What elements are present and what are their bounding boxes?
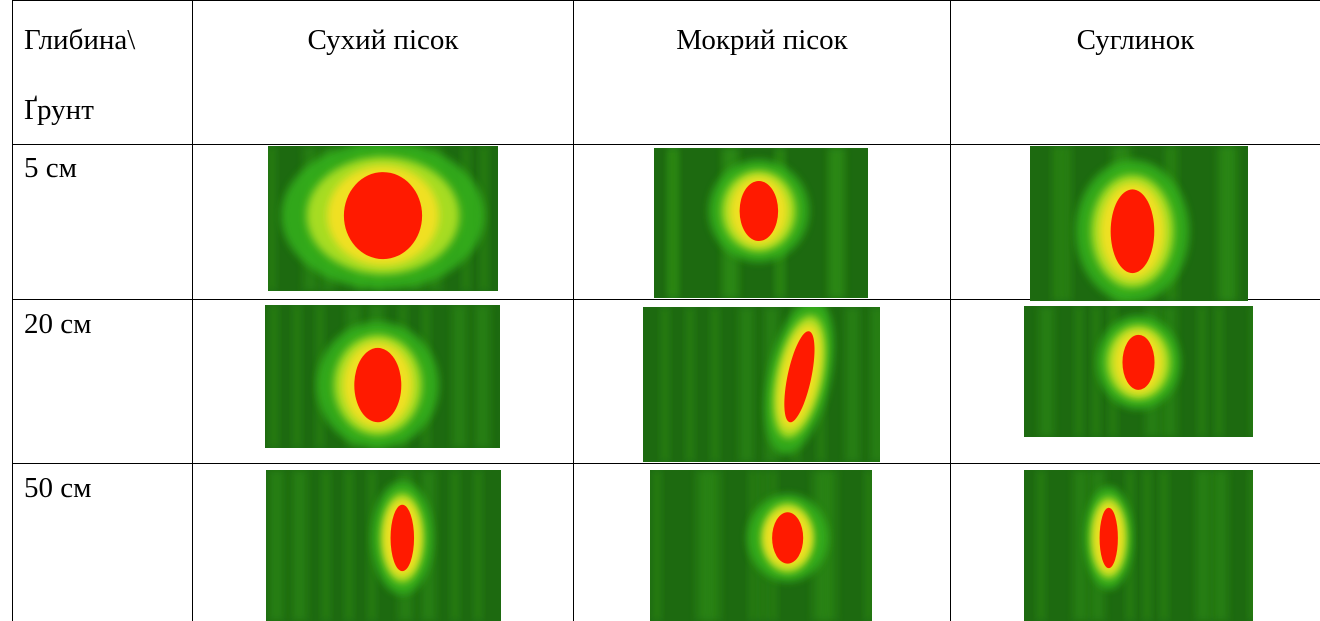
heatmap-shape — [739, 307, 754, 462]
heatmap-shape — [1160, 470, 1168, 621]
heatmap-shape — [322, 470, 330, 621]
heatmap-shape — [451, 470, 459, 621]
heatmap-shape — [368, 470, 376, 621]
heatmap-shape — [343, 172, 423, 260]
heatmap-shape — [1037, 470, 1045, 621]
heatmap-shape — [696, 470, 711, 621]
row-header: 50 см — [24, 472, 92, 504]
heatmap-shape — [1213, 470, 1228, 621]
heatmap-shape — [708, 160, 809, 262]
heatmap-shape — [1073, 470, 1088, 621]
heatmap-image — [1030, 146, 1248, 301]
heatmap-shape — [1110, 189, 1155, 274]
heatmap-shape — [661, 307, 669, 462]
heatmap-shape — [765, 307, 834, 455]
heatmap-image — [265, 305, 500, 448]
column-header: Суглинок — [1076, 24, 1195, 56]
heatmap-shape — [269, 470, 284, 621]
heatmap-image — [650, 470, 872, 621]
heatmap-shape — [475, 305, 490, 448]
heatmap-shape — [1215, 306, 1223, 437]
corner-header-line: Ґрунт — [24, 94, 94, 126]
heatmap-shape — [739, 181, 779, 241]
heatmap-image — [654, 148, 868, 298]
heatmap-shape — [371, 481, 433, 595]
heatmap-shape — [293, 305, 301, 448]
heatmap-shape — [1099, 507, 1118, 569]
heatmap-shape — [474, 470, 482, 621]
heatmap-shape — [865, 470, 872, 621]
table-border — [12, 0, 13, 621]
table-border — [950, 0, 951, 621]
heatmap-shape — [268, 146, 276, 291]
heatmap-shape — [1092, 306, 1100, 437]
heatmap-image — [268, 146, 498, 291]
heatmap-shape — [1122, 334, 1155, 390]
heatmap-shape — [784, 331, 815, 423]
heatmap-shape — [292, 470, 307, 621]
heatmap-shape — [1075, 160, 1190, 301]
heatmap-shape — [316, 321, 439, 448]
heatmap-shape — [354, 347, 402, 423]
heatmap-image — [1024, 470, 1253, 621]
column-header: Мокрий пісок — [676, 24, 848, 56]
table-border — [12, 0, 1320, 1]
heatmap-image — [643, 307, 880, 462]
heatmap-shape — [667, 148, 675, 298]
corner-header-line: Глибина\ — [24, 24, 136, 56]
column-header: Сухий пісок — [307, 24, 459, 56]
heatmap-shape — [1196, 470, 1211, 621]
heatmap-shape — [643, 307, 880, 462]
heatmap-shape — [1217, 146, 1232, 301]
heatmap-shape — [1249, 470, 1253, 621]
table-border — [12, 463, 1320, 464]
heatmap-shape — [1096, 315, 1181, 410]
heatmap-shape — [1064, 146, 1072, 301]
heatmap-shape — [653, 470, 661, 621]
heatmap-shape — [1143, 470, 1151, 621]
heatmap-shape — [1084, 486, 1133, 590]
heatmap-shape — [772, 512, 804, 564]
table-border — [12, 299, 1320, 300]
heatmap-shape — [1052, 146, 1060, 301]
heatmap-shape — [1198, 306, 1206, 437]
heatmap-shape — [270, 305, 278, 448]
heatmap-shape — [281, 146, 485, 290]
heatmap-shape — [747, 494, 829, 582]
heatmap-shape — [711, 307, 719, 462]
heatmap-shape — [1039, 306, 1054, 437]
heatmap-shape — [1075, 306, 1083, 437]
heatmap-shape — [1251, 306, 1253, 437]
row-header: 5 см — [24, 152, 77, 184]
heatmap-shape — [345, 470, 353, 621]
heatmap-shape — [828, 148, 843, 298]
heatmap-shape — [845, 307, 860, 462]
row-header: 20 см — [24, 308, 92, 340]
heatmap-shape — [452, 305, 467, 448]
heatmap-image — [1024, 306, 1253, 437]
heatmap-image — [266, 470, 501, 621]
heatmap-shape — [1058, 146, 1066, 301]
table-border — [573, 0, 574, 621]
table-border — [192, 0, 193, 621]
heatmap-shape — [870, 307, 880, 462]
table-border — [12, 144, 1320, 145]
heatmap-shape — [390, 504, 415, 572]
heatmap-shape — [686, 307, 694, 462]
